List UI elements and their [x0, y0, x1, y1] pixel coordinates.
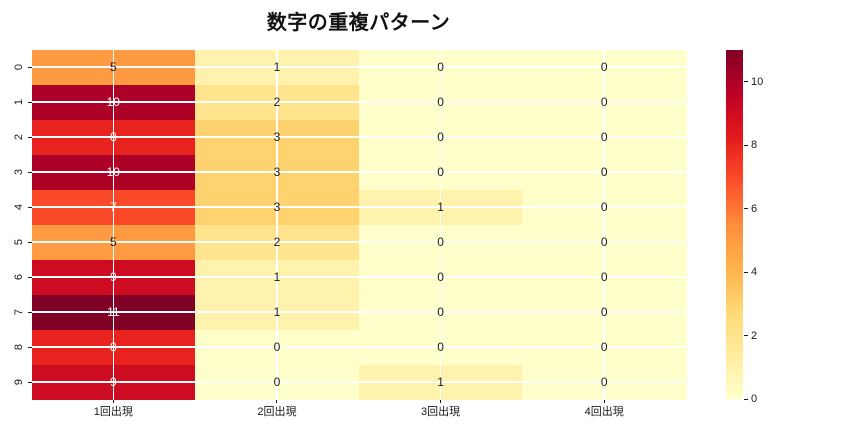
- colorbar-tick-label: 8: [751, 139, 758, 152]
- y-tick-label: 1: [13, 98, 25, 106]
- x-tick-label: 3回出現: [421, 406, 461, 418]
- x-tick-mark: [112, 399, 114, 403]
- cell-value: 1: [273, 305, 281, 319]
- y-tick-mark: [27, 311, 32, 313]
- colorbar-tick-mark: [744, 81, 748, 83]
- cell-value: 9: [109, 375, 117, 389]
- y-tick-mark: [27, 346, 32, 348]
- y-tick-label: 0: [13, 63, 25, 71]
- colorbar-tick-label: 6: [751, 202, 758, 215]
- y-tick-mark: [27, 381, 32, 383]
- cell-value: 10: [106, 165, 120, 179]
- cell-value: 1: [437, 375, 444, 389]
- cell-value: 8: [109, 340, 117, 354]
- y-tick-label: 3: [13, 168, 25, 176]
- cell-value: 0: [437, 60, 444, 74]
- y-tick-mark: [27, 136, 32, 138]
- x-tick-mark: [603, 399, 605, 403]
- cell-value: 11: [107, 305, 120, 319]
- cell-value: 0: [600, 130, 608, 144]
- x-tick-label: 4回出現: [584, 406, 624, 418]
- y-tick-mark: [27, 241, 32, 243]
- cell-value: 0: [600, 375, 608, 389]
- x-tick-label: 2回出現: [257, 406, 297, 418]
- colorbar-tick-label: 2: [751, 329, 758, 342]
- cell-value: 2: [273, 235, 281, 249]
- colorbar: [725, 50, 743, 399]
- y-tick-mark: [27, 206, 32, 208]
- gridline-horizontal: [31, 311, 686, 313]
- cell-value: 0: [600, 165, 608, 179]
- cell-value: 8: [109, 130, 117, 144]
- y-tick-mark: [27, 276, 32, 278]
- chart-title: 数字の重複パターン: [266, 12, 451, 34]
- cell-value: 0: [600, 270, 608, 284]
- y-tick-mark: [27, 101, 32, 103]
- cell-value: 5: [109, 60, 117, 74]
- gridline-horizontal: [31, 381, 686, 383]
- gridline-vertical: [439, 49, 442, 400]
- x-tick-label: 1回出現: [93, 406, 133, 418]
- y-tick-label: 9: [13, 378, 25, 386]
- cell-value: 2: [273, 95, 281, 109]
- gridline-horizontal: [31, 346, 686, 348]
- cell-value: 0: [437, 165, 444, 179]
- cell-value: 10: [106, 95, 120, 109]
- x-tick-mark: [276, 399, 278, 403]
- cell-value: 0: [600, 60, 608, 74]
- gridline-horizontal: [31, 241, 686, 243]
- colorbar-tick-label: 10: [751, 75, 764, 88]
- cell-value: 0: [437, 235, 444, 249]
- gridline-horizontal: [31, 171, 686, 173]
- cell-value: 0: [600, 95, 608, 109]
- cell-value: 0: [437, 340, 444, 354]
- gridline-vertical: [603, 49, 605, 400]
- cell-value: 3: [273, 200, 281, 214]
- gridline-horizontal: [31, 101, 686, 103]
- colorbar-tick-mark: [744, 398, 748, 400]
- x-tick-mark: [440, 399, 442, 403]
- y-tick-label: 8: [13, 343, 25, 351]
- cell-value: 0: [273, 375, 281, 389]
- gridline-vertical: [112, 49, 115, 400]
- cell-value: 3: [273, 130, 281, 144]
- gridline-horizontal: [31, 276, 686, 278]
- cell-value: 7: [109, 200, 117, 214]
- y-tick-label: 5: [13, 238, 25, 246]
- gridline-horizontal: [31, 136, 686, 138]
- cell-value: 1: [437, 200, 444, 214]
- y-tick-label: 7: [13, 308, 25, 316]
- colorbar-tick-mark: [744, 271, 748, 273]
- y-tick-mark: [27, 66, 32, 68]
- gridline-horizontal: [31, 66, 686, 68]
- colorbar-tick-mark: [744, 208, 748, 210]
- cell-value: 0: [600, 235, 608, 249]
- cell-value: 0: [437, 95, 444, 109]
- y-tick-mark: [27, 171, 32, 173]
- cell-value: 5: [109, 235, 117, 249]
- cell-value: 0: [437, 130, 444, 144]
- cell-value: 0: [437, 305, 444, 319]
- y-tick-label: 6: [13, 273, 25, 281]
- colorbar-tick-mark: [744, 335, 748, 337]
- gridline-horizontal: [31, 206, 686, 208]
- heatmap-plot-area: 5 1 0 0 10 2 0 0 8 3 0 0 10 3 0 0 7 3 1 0 5 2 0 0 9 1 0 0 11 1 0 0 8 0 0 0 9…: [31, 49, 687, 400]
- y-tick-label: 2: [13, 133, 25, 141]
- cell-value: 3: [273, 165, 281, 179]
- colorbar-tick-label: 0: [751, 393, 758, 405]
- colorbar-tick-mark: [744, 144, 748, 146]
- cell-value: 9: [109, 270, 117, 284]
- cell-value: 0: [437, 270, 444, 284]
- cell-value: 1: [273, 270, 281, 284]
- cell-value: 0: [273, 340, 281, 354]
- cell-value: 1: [273, 60, 281, 74]
- gridline-vertical: [276, 49, 278, 400]
- cell-value: 0: [600, 305, 608, 319]
- cell-value: 0: [600, 200, 608, 214]
- cell-value: 0: [600, 340, 608, 354]
- colorbar-tick-label: 4: [751, 266, 758, 279]
- y-tick-label: 4: [13, 203, 25, 211]
